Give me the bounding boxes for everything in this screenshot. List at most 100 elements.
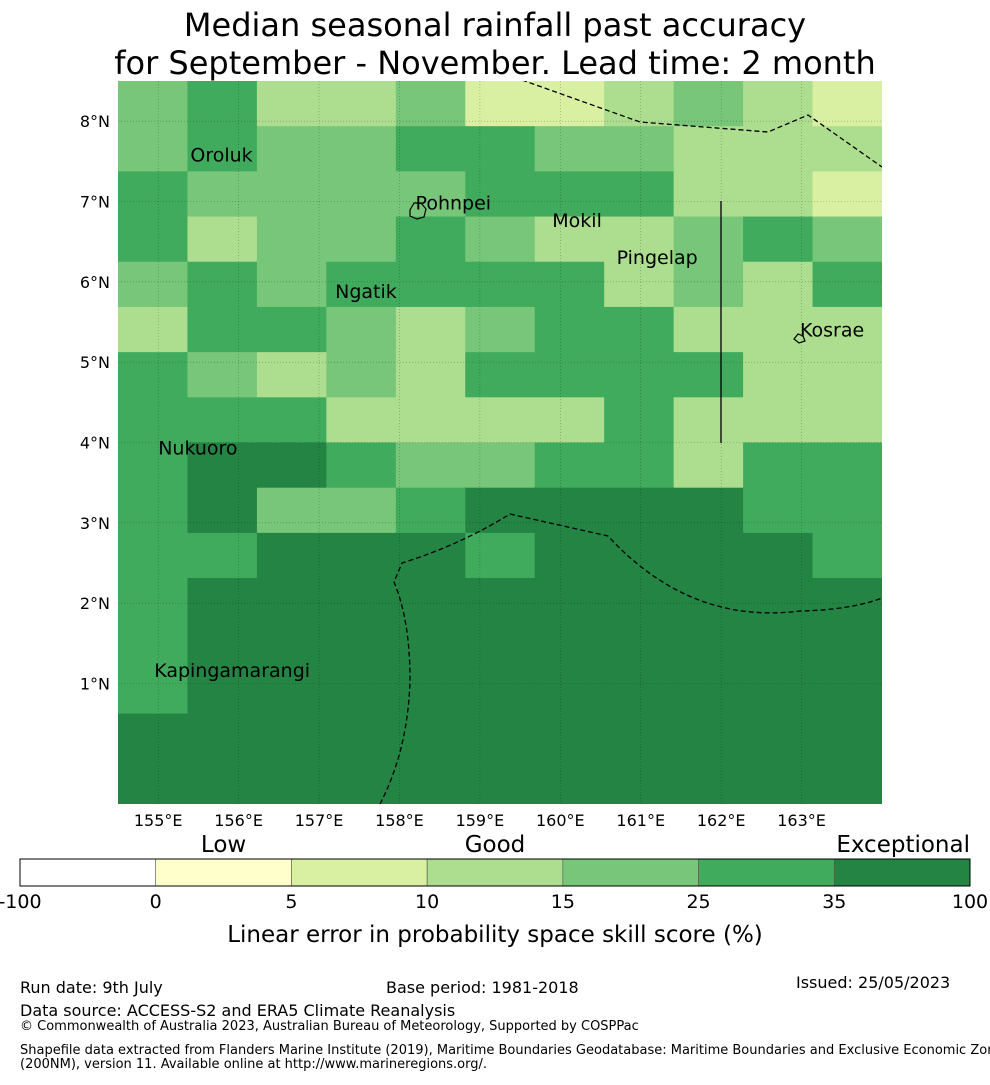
skill-cell: [326, 261, 397, 308]
skill-cell: [395, 306, 466, 353]
lon-tick-label: 160°E: [536, 811, 585, 830]
skill-cell: [326, 758, 397, 804]
skill-cell: [187, 758, 258, 804]
skill-cell: [534, 397, 605, 444]
skill-cell: [326, 171, 397, 218]
skill-cell: [604, 578, 675, 624]
copyright: © Commonwealth of Australia 2023, Austra…: [20, 1019, 639, 1034]
island-outlines: [409, 202, 806, 344]
skill-cell: [118, 171, 189, 218]
skill-cell: [118, 713, 189, 760]
lon-tick-label: 156°E: [214, 811, 263, 830]
skill-cell: [673, 261, 744, 308]
skill-cell: [395, 623, 466, 670]
skill-cell: [534, 713, 605, 760]
skill-cell: [534, 442, 605, 489]
eez-boundary-south: [379, 513, 882, 804]
lat-tick-label: 8°N: [80, 112, 110, 131]
colorbar-tick: 0: [150, 891, 162, 913]
latitude-labels: 8°N 7°N 6°N 5°N 4°N 3°N 2°N 1°N: [80, 112, 110, 693]
skill-cell: [743, 126, 814, 172]
skill-cell: [743, 758, 814, 804]
skill-cell: [743, 216, 814, 263]
skill-cell: [465, 261, 536, 308]
colorbar-label: Linear error in probability space skill …: [227, 922, 763, 948]
skill-cell: [604, 261, 675, 308]
skill-cell: [326, 668, 397, 715]
skill-cell: [256, 623, 327, 670]
skill-cell: [395, 758, 466, 804]
skill-cell: [118, 352, 189, 398]
lon-tick-label: 158°E: [375, 811, 424, 830]
skill-cell: [256, 81, 327, 127]
skill-cell: [256, 216, 327, 263]
title-line-1: Median seasonal rainfall past accuracy: [183, 6, 807, 44]
skill-cell: [326, 81, 397, 127]
lat-tick-label: 5°N: [80, 353, 110, 372]
skill-cell: [465, 306, 536, 353]
skill-cell: [604, 623, 675, 670]
skill-cell: [118, 216, 189, 263]
colorbar-tick: 10: [415, 891, 439, 913]
skill-cell: [326, 442, 397, 489]
skill-cell: [604, 397, 675, 444]
skill-cell: [604, 532, 675, 579]
skill-cell: [395, 81, 466, 127]
skill-cell: [812, 306, 882, 353]
skill-cell: [604, 126, 675, 172]
skill-cell: [673, 487, 744, 534]
skill-cell: [395, 487, 466, 534]
skill-cell: [326, 306, 397, 353]
skill-cell: [118, 306, 189, 353]
skill-cell: [118, 758, 189, 804]
skill-cell: [395, 216, 466, 263]
skill-cell: [187, 126, 258, 172]
skill-cell: [118, 578, 189, 624]
skill-cell: [743, 713, 814, 760]
skill-cell: [187, 306, 258, 353]
skill-cell: [465, 758, 536, 804]
skill-cell: [118, 261, 189, 308]
skill-cell: [743, 171, 814, 218]
place-labels: Oroluk Pohnpei Mokil Pingelap Ngatik Kosrae Nu…: [154, 144, 864, 682]
colorbar-tick: 35: [822, 891, 846, 913]
skill-cell: [326, 487, 397, 534]
pohnpei-island-outline: [409, 202, 427, 220]
skill-cell: [743, 578, 814, 624]
skill-cell: [187, 623, 258, 670]
colorbar-tick-labels: -100 0 5 10 15 25 35 100: [0, 891, 988, 913]
colorbar-swatch: [426, 858, 564, 887]
skill-cell: [118, 442, 189, 489]
lat-tick-label: 4°N: [80, 434, 110, 453]
skill-cell: [256, 532, 327, 579]
skill-cell: [465, 623, 536, 670]
skill-cell: [812, 532, 882, 579]
colorbar: Low Good Exceptional -100 0 5 10 15 25 35 100 Lin…: [0, 832, 988, 948]
skill-cell: [673, 758, 744, 804]
skill-cell: [673, 668, 744, 715]
lon-tick-label: 159°E: [456, 811, 505, 830]
skill-cell: [256, 487, 327, 534]
skill-cell: [673, 713, 744, 760]
longitude-labels: 155°E 156°E 157°E 158°E 159°E 160°E 161°E 162°E…: [134, 811, 826, 830]
skill-map: 8°N 7°N 6°N 5°N 4°N 3°N 2°N 1°N 155°E 156°E 157°E…: [80, 81, 882, 830]
skill-cell: [395, 713, 466, 760]
place-label: Mokil: [552, 210, 602, 232]
skill-cell: [256, 758, 327, 804]
skill-cell: [395, 261, 466, 308]
skill-cell: [604, 306, 675, 353]
skill-cell: [673, 352, 744, 398]
skill-cell: [256, 578, 327, 624]
shapefile-credit-1: Shapefile data extracted from Flanders M…: [20, 1043, 990, 1058]
colorbar-tick: 15: [551, 891, 575, 913]
skill-cell: [812, 758, 882, 804]
skill-cell: [118, 487, 189, 534]
skill-cell: [256, 261, 327, 308]
skill-grid: [118, 81, 882, 804]
skill-cell: [256, 306, 327, 353]
skill-cell: [673, 532, 744, 579]
colorbar-tick: 25: [686, 891, 710, 913]
skill-cell: [465, 216, 536, 263]
skill-cell: [187, 81, 258, 127]
skill-cell: [534, 668, 605, 715]
